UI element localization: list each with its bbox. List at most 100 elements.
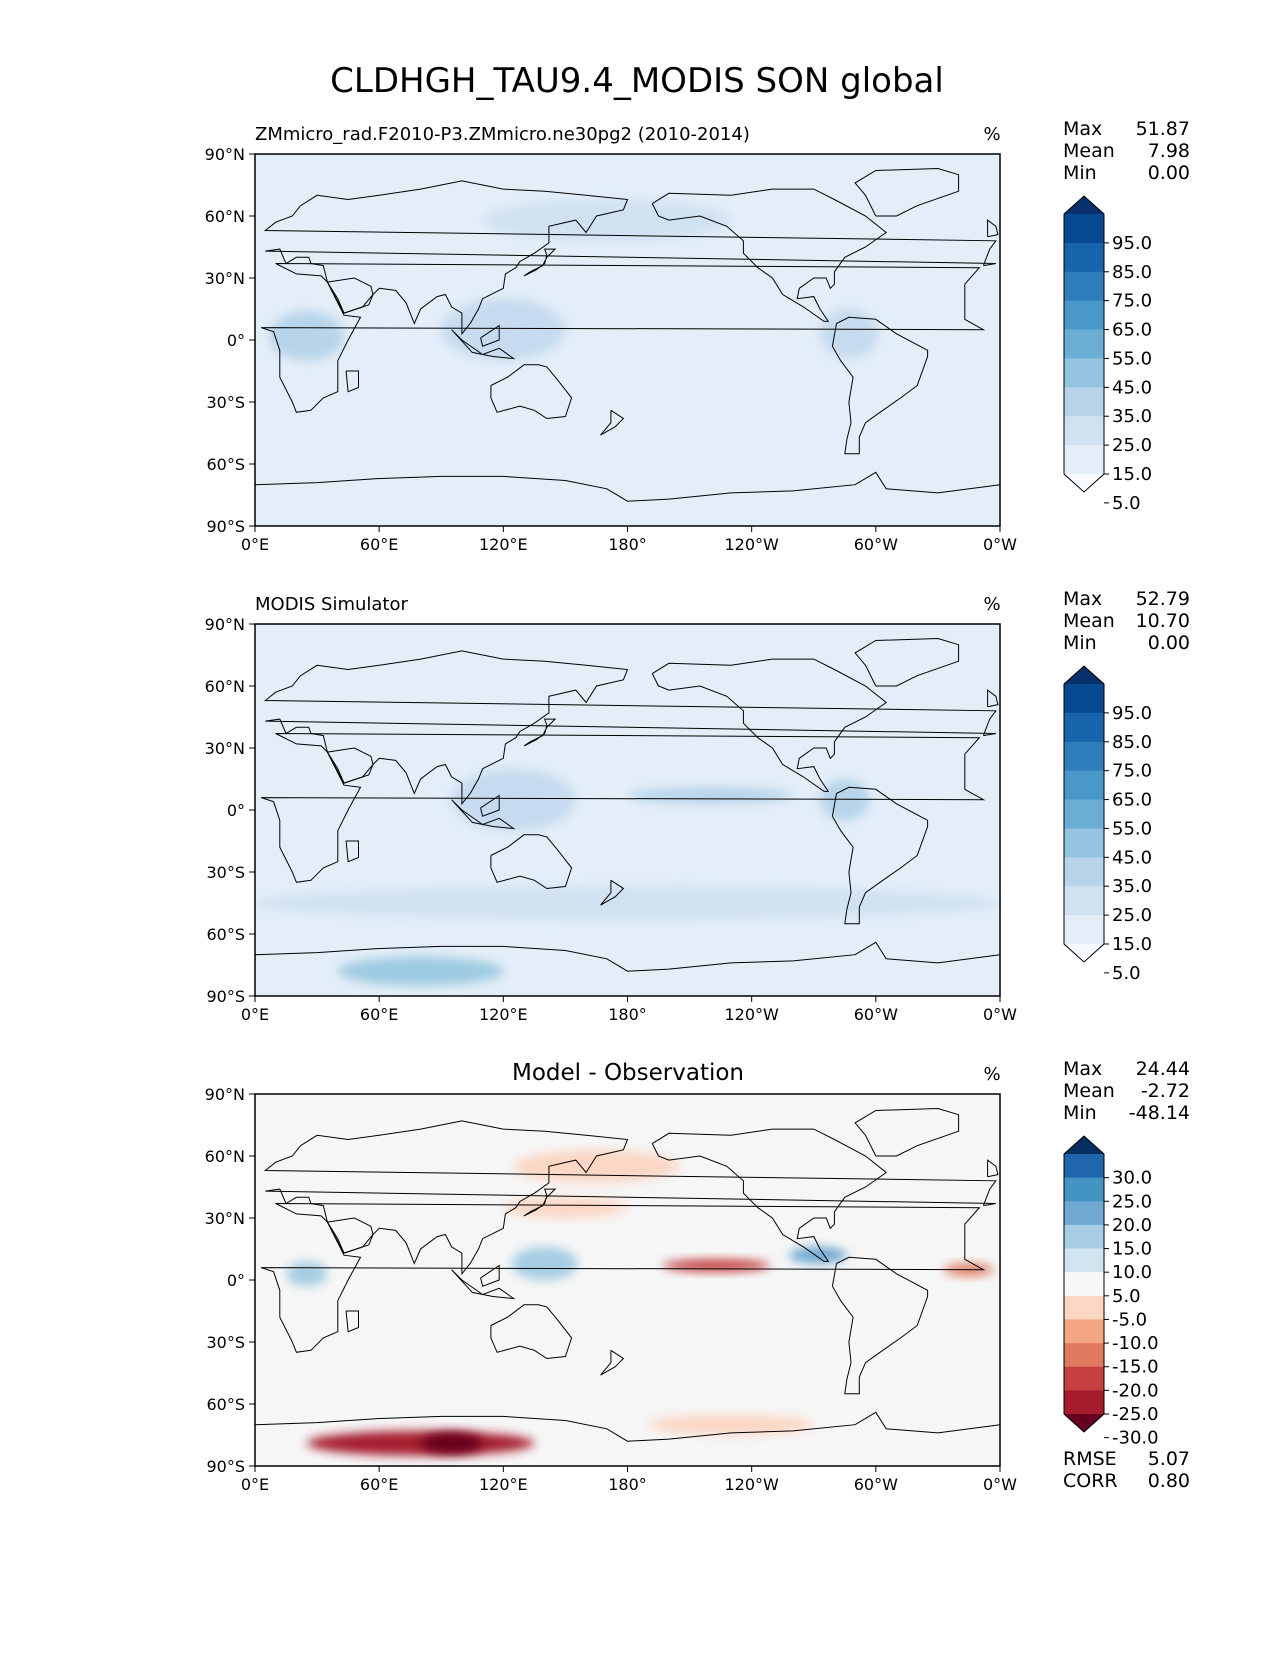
panel-units: % — [983, 124, 1000, 145]
lat-tick-label: 90°N — [205, 145, 245, 164]
lat-tick-label: 30°S — [206, 1333, 245, 1352]
map-field-blob — [513, 1149, 680, 1183]
stat-mean-label: Mean — [1063, 610, 1115, 632]
colorbar-tick-label: 5.0 — [1112, 493, 1141, 514]
lon-tick-label: 0°W — [983, 1475, 1017, 1494]
map-background — [255, 624, 1000, 996]
colorbar-tick-label: -25.0 — [1112, 1404, 1159, 1425]
colorbar-extend-bottom — [1064, 944, 1104, 962]
coastline — [600, 879, 625, 906]
stat-min-label: Min — [1063, 162, 1097, 184]
coastline — [254, 941, 1001, 972]
lon-tick-label: 120°W — [724, 1475, 779, 1494]
coastline — [345, 1310, 359, 1333]
colorbar-tick-label: 25.0 — [1112, 435, 1152, 456]
lat-tick-label: 30°N — [205, 1209, 245, 1228]
map-background — [255, 1094, 1000, 1466]
coastline — [263, 1120, 997, 1276]
colorbar-tick-label: -5.0 — [1112, 1309, 1147, 1330]
panel-obs: MODIS Simulator % 90°N 60°N 30°N 0° 30°S 60°S… — [205, 588, 1190, 1024]
colorbar-segment — [1064, 915, 1104, 945]
colorbar-extend-bottom — [1064, 1414, 1104, 1432]
colorbar-segment — [1064, 712, 1104, 743]
map-field-blob — [286, 1261, 328, 1287]
coastline — [831, 786, 929, 925]
colorbar-tick-label: 15.0 — [1112, 934, 1152, 955]
stat-corr-value: 0.80 — [1148, 1470, 1190, 1492]
colorbar-tick-label: 25.0 — [1112, 905, 1152, 926]
panel-diff: Model - Observation % 90°N 60°N 30°N 0° 30°S… — [205, 1058, 1190, 1494]
coastline — [987, 219, 999, 238]
map-area — [254, 623, 1001, 997]
colorbar-tick-label: -30.0 — [1112, 1428, 1159, 1449]
colorbar-tick-label: 25.0 — [1112, 1191, 1152, 1212]
stat-max-value: 52.79 — [1136, 588, 1190, 610]
coastline — [261, 733, 986, 883]
colorbar-tick-label: 15.0 — [1112, 464, 1152, 485]
lon-tick-label: 0°W — [983, 1005, 1017, 1024]
lat-axis: 90°N 60°N 30°N 0° 30°S 60°S 90°S — [205, 1085, 255, 1476]
coastline — [345, 370, 359, 393]
lat-axis: 90°N 60°N 30°N 0° 30°S 60°S 90°S — [205, 615, 255, 1006]
lon-tick-label: 60°W — [854, 1475, 898, 1494]
lon-tick-label: 180° — [608, 535, 647, 554]
lat-tick-label: 0° — [227, 331, 245, 350]
colorbar-segment — [1064, 1248, 1104, 1273]
coastline — [345, 840, 359, 863]
lon-tick-label: 60°W — [854, 535, 898, 554]
stats-block: Max 52.79 Mean 10.70 Min 0.00 — [1063, 588, 1190, 654]
panel-title-left: ZMmicro_rad.F2010-P3.ZMmicro.ne30pg2 (20… — [255, 124, 750, 145]
colorbar-segment — [1064, 1295, 1104, 1320]
colorbar-segment — [1064, 1343, 1104, 1368]
colorbar-segment — [1064, 857, 1104, 887]
panel-units: % — [983, 594, 1000, 615]
coastline — [854, 167, 960, 217]
lon-tick-label: 120°E — [479, 535, 528, 554]
map-field-blob — [306, 1430, 535, 1456]
stat-max-value: 24.44 — [1136, 1058, 1190, 1080]
colorbar-extend-bottom — [1064, 474, 1104, 492]
colorbar-tick-label: 5.0 — [1112, 963, 1141, 984]
coastline — [263, 650, 997, 806]
lon-tick-label: 180° — [608, 1005, 647, 1024]
colorbar-segment — [1064, 445, 1104, 475]
coastline — [987, 689, 999, 708]
coastline — [854, 1107, 960, 1157]
panel-units: % — [983, 1064, 1000, 1085]
lon-tick-label: 120°W — [724, 1005, 779, 1024]
colorbar-tick-label: 65.0 — [1112, 790, 1152, 811]
colorbar-segment — [1064, 1224, 1104, 1250]
lon-tick-label: 60°E — [360, 1005, 398, 1024]
stat-rmse-value: 5.07 — [1148, 1448, 1190, 1470]
lat-tick-label: 90°S — [206, 517, 245, 536]
coastline — [523, 248, 557, 277]
lat-tick-label: 60°S — [206, 455, 245, 474]
coastline — [261, 1203, 986, 1353]
colorbar-segment — [1064, 214, 1104, 244]
colorbar-segment — [1064, 387, 1104, 417]
colorbar-tick-label: 55.0 — [1112, 818, 1152, 839]
lat-tick-label: 0° — [227, 801, 245, 820]
stats-block: Max 51.87 Mean 7.98 Min 0.00 — [1063, 118, 1190, 184]
colorbar-tick-label: 75.0 — [1112, 291, 1152, 312]
coastlines — [254, 167, 1001, 502]
map-field-blob — [441, 298, 566, 361]
coastline — [451, 799, 516, 830]
stat-mean-label: Mean — [1063, 140, 1115, 162]
lon-tick-label: 120°W — [724, 535, 779, 554]
coastline — [451, 329, 516, 360]
stat-max-label: Max — [1063, 1058, 1102, 1080]
colorbar-tick-label: 10.0 — [1112, 1262, 1152, 1283]
panel-title-left: MODIS Simulator — [255, 594, 408, 615]
map-field-blob — [819, 309, 878, 359]
stat-mean-value: -2.72 — [1141, 1080, 1190, 1102]
lon-axis: 0°E 60°E 120°E 180° 120°W 60°W 0°W — [241, 1466, 1017, 1494]
lat-tick-label: 0° — [227, 1271, 245, 1290]
colorbar-tick-label: 20.0 — [1112, 1215, 1152, 1236]
map-field-blob — [648, 1414, 814, 1435]
lat-tick-label: 90°N — [205, 615, 245, 634]
lon-tick-label: 180° — [608, 1475, 647, 1494]
lat-tick-label: 90°N — [205, 1085, 245, 1104]
colorbar-tick-label: 65.0 — [1112, 320, 1152, 341]
